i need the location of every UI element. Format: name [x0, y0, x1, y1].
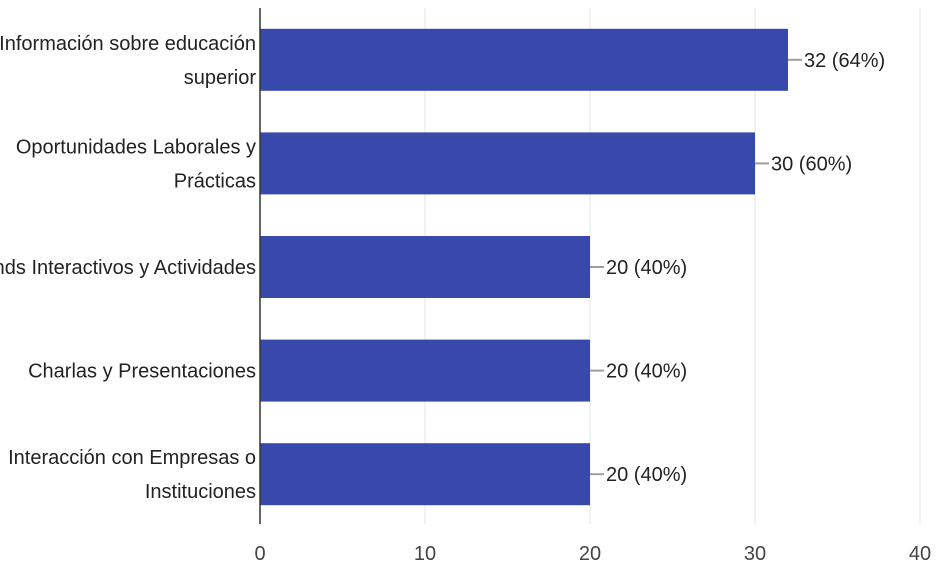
bar-0: [260, 28, 788, 91]
category-label-2: Stands Interactivos y Actividades: [0, 257, 256, 279]
x-tick-label-0: 0: [254, 543, 265, 565]
category-label-0-line-1: superior: [184, 67, 257, 89]
data-label-0: 32 (64%): [804, 50, 885, 72]
category-label-3-line-0: Charlas y Presentaciones: [28, 361, 256, 383]
x-tick-label-1: 10: [414, 543, 436, 565]
bar-1: [260, 132, 755, 195]
category-label-0-line-0: Información sobre educación: [0, 33, 256, 55]
category-label-4-line-1: Instituciones: [145, 481, 256, 503]
data-label-2: 20 (40%): [606, 257, 687, 279]
bar-3: [260, 339, 590, 402]
category-label-2-line-0: Stands Interactivos y Actividades: [0, 257, 256, 279]
category-label-1-line-1: Prácticas: [174, 170, 256, 192]
x-tick-label-4: 40: [909, 543, 931, 565]
data-label-4: 20 (40%): [606, 464, 687, 486]
bar-4: [260, 443, 590, 506]
category-label-0: Información sobre educación superior: [0, 33, 256, 89]
category-label-1-line-0: Oportunidades Laborales y: [16, 136, 256, 158]
data-label-1: 30 (60%): [771, 153, 852, 175]
category-label-1: Oportunidades Laborales y Prácticas: [16, 136, 256, 192]
category-label-4: Interacción con Empresas o Instituciones: [8, 447, 256, 503]
category-label-3: Charlas y Presentaciones: [28, 361, 256, 383]
bar-2: [260, 236, 590, 298]
x-tick-label-3: 30: [744, 543, 766, 565]
category-label-4-line-0: Interacción con Empresas o: [8, 447, 256, 469]
x-tick-label-2: 20: [579, 543, 601, 565]
data-label-3: 20 (40%): [606, 361, 687, 383]
